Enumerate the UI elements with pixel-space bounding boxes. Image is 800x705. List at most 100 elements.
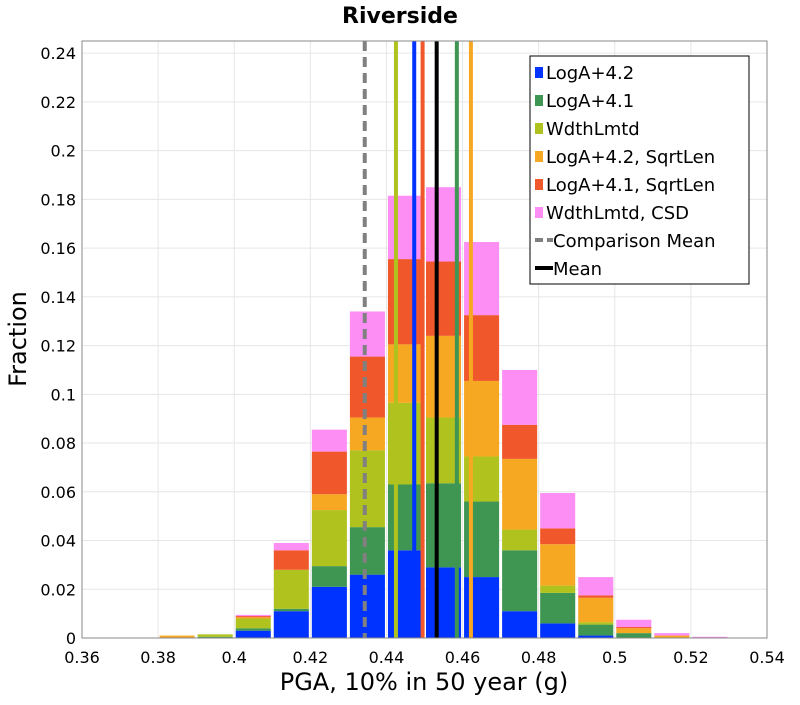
bar-segment: [349, 311, 385, 357]
bar-segment: [387, 402, 423, 485]
mean-lines: [362, 41, 473, 638]
x-tick-label: 0.44: [369, 648, 405, 667]
legend-swatch: [535, 179, 543, 190]
bar-segment: [502, 458, 538, 530]
legend-label: LogA+4.2: [546, 63, 634, 84]
bar-segment: [387, 344, 423, 403]
bar-segment: [654, 633, 690, 636]
legend-swatch: [535, 67, 543, 78]
bar-segment: [273, 569, 309, 609]
bar-segment: [311, 566, 347, 587]
y-tick-label: 0.04: [40, 532, 76, 551]
x-tick-label: 0.48: [521, 648, 557, 667]
plot-frame: [81, 40, 768, 639]
bar-segment: [311, 451, 347, 495]
bar-segment: [349, 417, 385, 451]
legend-label: Comparison Mean: [553, 231, 716, 252]
y-tick-label: 0.24: [40, 44, 76, 63]
legend-label: WdthLmtd, CSD: [546, 203, 689, 224]
bar-segment: [616, 633, 652, 638]
bar-segment: [692, 636, 728, 638]
bar-segment: [387, 550, 423, 638]
bar-segment: [235, 628, 271, 631]
y-tick-label: 0.18: [40, 190, 76, 209]
x-tick-label: 0.4: [221, 648, 246, 667]
bar-segment: [540, 493, 576, 529]
bar-segment: [540, 592, 576, 624]
legend: LogA+4.2 LogA+4.1 WdthLmtd LogA+4.2, SqrtLe…: [529, 55, 750, 285]
bar-segment: [616, 619, 652, 628]
x-tick-label: 0.38: [140, 648, 176, 667]
bar-segment: [540, 623, 576, 638]
bar-segment: [273, 608, 309, 612]
legend-label: LogA+4.1, SqrtLen: [546, 175, 715, 196]
bar-segment: [502, 550, 538, 612]
bar-segment: [349, 574, 385, 638]
bar-segment: [502, 611, 538, 638]
bar-segment: [273, 542, 309, 551]
y-axis-label: Fraction: [4, 291, 32, 387]
bar-segment: [578, 595, 614, 598]
bar-segment: [502, 424, 538, 459]
bar-segment: [311, 494, 347, 511]
bar-segment: [578, 597, 614, 623]
bar-segment: [197, 634, 233, 637]
bar-segment: [273, 611, 309, 638]
x-tick-label: 0.54: [749, 648, 785, 667]
bar-segment: [654, 635, 690, 638]
x-tick-label: 0.42: [293, 648, 329, 667]
legend-label: WdthLmtd: [546, 119, 640, 140]
legend-box: [529, 55, 750, 285]
legend-swatch: [535, 95, 543, 106]
legend-label: LogA+4.2, SqrtLen: [546, 147, 715, 168]
x-tick-label: 0.52: [673, 648, 709, 667]
x-axis-ticks: 0.36 0.38 0.4 0.42 0.44 0.46 0.48 0.5 0.52 0.54: [64, 648, 785, 667]
bar-segment: [235, 630, 271, 638]
bar-segment: [349, 450, 385, 528]
chart-title: Riverside: [342, 4, 458, 29]
bar-segment: [235, 614, 271, 617]
y-tick-label: 0.22: [40, 93, 76, 112]
y-tick-label: 0.16: [40, 239, 76, 258]
bar-segment: [387, 195, 423, 260]
bar-segment: [311, 429, 347, 452]
legend-label: LogA+4.1: [546, 91, 634, 112]
bar-segment: [578, 622, 614, 625]
bar-segment: [235, 616, 271, 618]
bar-segment: [235, 617, 271, 619]
legend-label: Mean: [553, 259, 602, 280]
y-tick-label: 0.08: [40, 434, 76, 453]
bar-segment: [502, 369, 538, 425]
y-tick-label: 0.1: [51, 385, 76, 404]
bar-segment: [578, 577, 614, 596]
y-tick-label: 0.06: [40, 483, 76, 502]
bar-segment: [502, 529, 538, 551]
bar-segment: [387, 259, 423, 345]
y-tick-label: 0.14: [40, 288, 76, 307]
bar-segment: [540, 585, 576, 593]
bar-segment: [235, 618, 271, 629]
y-tick-label: 0.02: [40, 580, 76, 599]
bar-segment: [273, 550, 309, 570]
bar-segment: [578, 635, 614, 638]
bar-segment: [197, 636, 233, 638]
y-tick-label: 0.12: [40, 337, 76, 356]
x-tick-label: 0.36: [64, 648, 100, 667]
bar-segment: [540, 544, 576, 586]
legend-swatch: [535, 123, 543, 134]
bar-segment: [349, 356, 385, 418]
y-tick-label: 0: [66, 629, 76, 648]
legend-swatch: [535, 207, 543, 218]
bar-segment: [540, 528, 576, 545]
bar-segment: [159, 635, 195, 638]
y-axis-ticks: 0 0.02 0.04 0.06 0.08 0.1 0.12 0.14 0.16 0.18 0.2 0…: [40, 44, 76, 648]
bar-segment: [311, 510, 347, 567]
bar-segment: [616, 628, 652, 634]
y-tick-label: 0.2: [51, 142, 76, 161]
x-axis-label: PGA, 10% in 50 year (g): [280, 668, 569, 696]
bar-segment: [311, 586, 347, 638]
bar-segment: [349, 527, 385, 575]
legend-swatch: [535, 151, 543, 162]
